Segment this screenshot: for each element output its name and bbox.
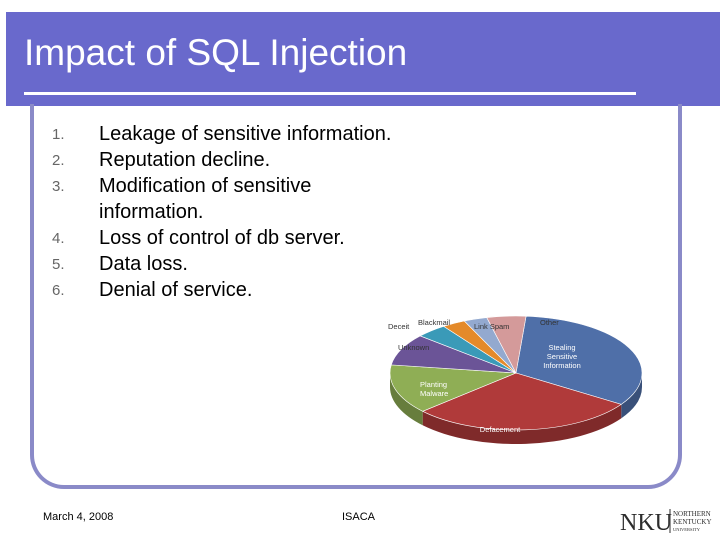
pie-label-deceit: Deceit bbox=[388, 322, 410, 331]
pie-slices bbox=[389, 315, 643, 431]
list-item-text: Leakage of sensitive information. bbox=[99, 123, 392, 145]
footer-date: March 4, 2008 bbox=[43, 511, 114, 523]
logo-mark: NKU bbox=[620, 510, 672, 536]
slide-title: Impact of SQL Injection bbox=[24, 32, 408, 73]
list-number: 4. bbox=[52, 230, 65, 247]
impact-list: 1. Leakage of sensitive information. 2. Re… bbox=[52, 121, 412, 303]
list-item-text: Reputation decline. bbox=[99, 149, 271, 171]
list-number: 1. bbox=[52, 126, 65, 143]
list-item: 2. Reputation decline. bbox=[52, 147, 412, 173]
pie-label-unknown: Unknown bbox=[398, 343, 429, 352]
list-number: 6. bbox=[52, 282, 65, 299]
pie-slice-other bbox=[486, 315, 527, 374]
pie-label-other: Other bbox=[540, 318, 559, 327]
pie-label-planting-malware: Planting Malware bbox=[420, 380, 448, 398]
nku-logo: NKU NORTHERN KENTUCKY UNIVERSITY bbox=[620, 509, 712, 536]
pie-slice-defacement bbox=[421, 372, 622, 431]
list-item-text: Denial of service. bbox=[99, 279, 253, 301]
pie-labels: Stealing Sensitive Information Defacement Pl… bbox=[388, 318, 581, 434]
pie-slice-planting-malware bbox=[389, 364, 517, 412]
pie-label-stealing-sensitive-information: Stealing Sensitive Information bbox=[543, 343, 581, 370]
pie-label-blackmail: Blackmail bbox=[418, 318, 450, 327]
list-item-text: Modification of sensitive information. bbox=[99, 175, 312, 223]
pie-side-planting-malware bbox=[390, 373, 423, 426]
content-frame bbox=[30, 104, 682, 489]
title-bar bbox=[6, 12, 720, 106]
list-item: 6. Denial of service. bbox=[52, 277, 412, 303]
pie-side-defacement bbox=[422, 404, 622, 444]
list-number: 2. bbox=[52, 152, 65, 169]
list-item-text: Loss of control of db server. bbox=[99, 227, 345, 249]
title-underline bbox=[24, 92, 636, 95]
list-item: 5. Data loss. bbox=[52, 251, 412, 277]
list-item: 1. Leakage of sensitive information. bbox=[52, 121, 412, 147]
list-item: 3. Modification of sensitive information. bbox=[52, 173, 412, 225]
list-item-text: Data loss. bbox=[99, 253, 188, 275]
pie-label-link-spam: Link Spam bbox=[474, 322, 509, 331]
list-number: 3. bbox=[52, 178, 65, 195]
logo-line-3: UNIVERSITY bbox=[673, 527, 701, 532]
list-item: 4. Loss of control of db server. bbox=[52, 225, 412, 251]
logo-line-2: KENTUCKY bbox=[673, 518, 712, 526]
attack-impact-pie-chart: Stealing Sensitive Information Defacement Pl… bbox=[388, 315, 643, 444]
footer-org: ISACA bbox=[342, 511, 376, 523]
pie-label-defacement: Defacement bbox=[480, 425, 521, 434]
logo-line-1: NORTHERN bbox=[673, 510, 711, 518]
list-number: 5. bbox=[52, 256, 65, 273]
